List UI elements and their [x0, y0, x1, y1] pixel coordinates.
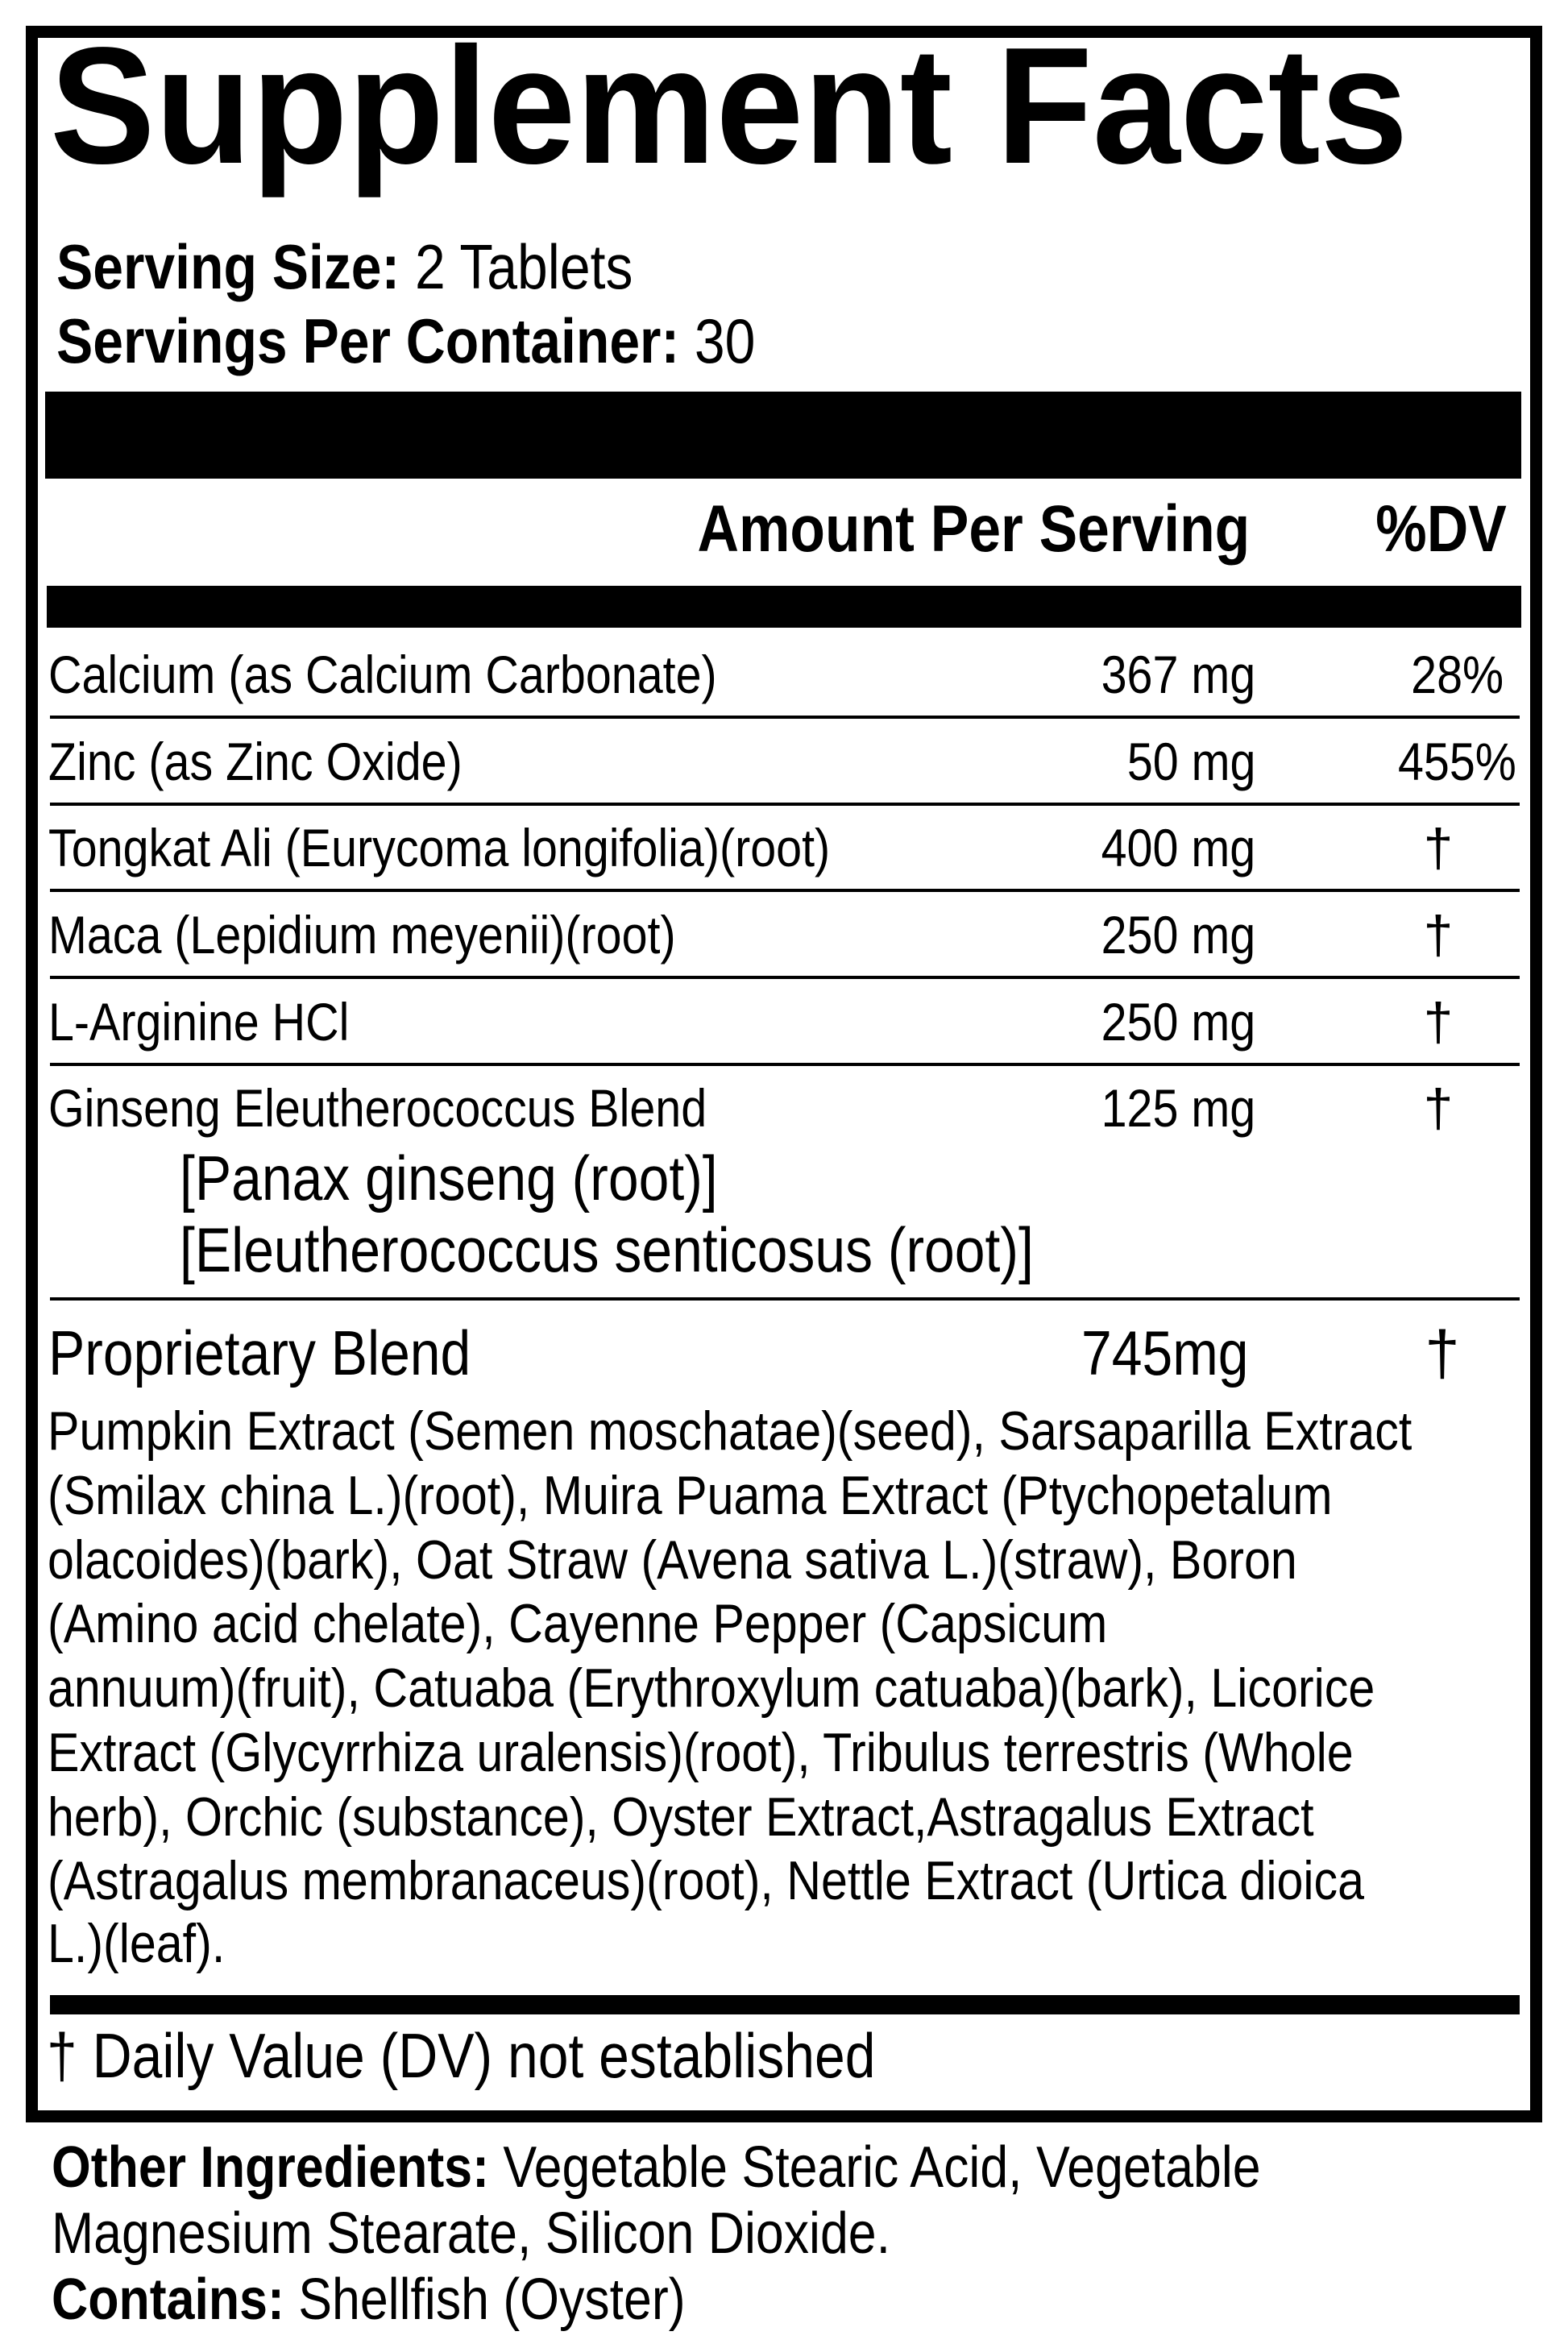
allergen-statement: Contains: Shellfish (Oyster)	[52, 2271, 686, 2329]
row-divider	[50, 716, 1520, 719]
blend-ingredients-line: (Amino acid chelate), Cayenne Pepper (Ca…	[48, 1593, 1108, 1654]
nutrient-amount: 400 mg	[1101, 818, 1255, 877]
blend-ingredients-line: herb), Orchic (substance), Oyster Extrac…	[48, 1786, 1314, 1848]
dv-footnote: † Daily Value (DV) not established	[47, 2020, 876, 2091]
proprietary-blend-name: Proprietary Blend	[48, 1317, 471, 1388]
serving-size: Serving Size: 2 Tablets	[56, 235, 633, 298]
blend-ingredients-line: (Astragalus membranaceus)(root), Nettle …	[48, 1850, 1365, 1911]
dv-header: %DV	[1375, 492, 1507, 566]
header-bar	[45, 392, 1521, 479]
nutrient-name: Tongkat Ali (Eurycoma longifolia)(root)	[48, 818, 831, 877]
blend-ingredients-line: L.)(leaf).	[48, 1913, 226, 1974]
footer-divider	[50, 1995, 1520, 2014]
contains-value: Shellfish (Oyster)	[284, 2267, 686, 2332]
dagger-icon: †	[1423, 992, 1454, 1052]
row-divider	[50, 1063, 1520, 1066]
nutrient-amount: 50 mg	[1126, 732, 1255, 791]
servings-per-container: Servings Per Container: 30	[56, 309, 755, 372]
blend-ingredients-line: olacoides)(bark), Oat Straw (Avena sativ…	[48, 1529, 1297, 1591]
other-ingredients-value: Vegetable Stearic Acid, Vegetable	[488, 2135, 1261, 2200]
nutrient-dv: 28%	[1411, 645, 1504, 704]
nutrient-name: Zinc (as Zinc Oxide)	[48, 732, 463, 791]
blend-ingredients-line: (Smilax china L.)(root), Muira Puama Ext…	[48, 1465, 1333, 1526]
nutrient-amount: 367 mg	[1101, 645, 1255, 704]
blend-ingredients-line: annuum)(fruit), Catuaba (Erythroxylum ca…	[48, 1657, 1375, 1719]
serving-size-label: Serving Size:	[56, 231, 400, 302]
nutrient-name: L-Arginine HCl	[48, 992, 350, 1052]
other-ingredients: Other Ingredients: Vegetable Stearic Aci…	[52, 2139, 1261, 2197]
label-frame	[26, 26, 1542, 2122]
nutrient-amount: 125 mg	[1101, 1078, 1255, 1138]
contains-label: Contains:	[52, 2267, 284, 2332]
blend-ingredients-line: Extract (Glycyrrhiza uralensis)(root), T…	[48, 1722, 1354, 1783]
other-ingredients-label: Other Ingredients:	[52, 2135, 489, 2200]
blend-ingredients-line: Pumpkin Extract (Semen moschatae)(seed),…	[48, 1400, 1412, 1462]
other-ingredients-line: Magnesium Stearate, Silicon Dioxide.	[52, 2201, 891, 2266]
row-divider	[50, 1297, 1520, 1301]
page-title: Supplement Facts	[50, 13, 1408, 198]
row-divider	[50, 889, 1520, 892]
row-divider	[50, 803, 1520, 806]
amount-header: Amount Per Serving	[697, 492, 1250, 566]
nutrient-name: Calcium (as Calcium Carbonate)	[48, 645, 717, 704]
servings-per-container-value: 30	[679, 305, 756, 376]
dagger-icon: †	[1423, 818, 1454, 877]
dagger-icon: †	[1425, 1317, 1460, 1388]
nutrient-name: Maca (Lepidium meyenii)(root)	[48, 905, 676, 965]
dagger-icon: †	[1423, 1078, 1454, 1138]
row-divider	[50, 976, 1520, 979]
thick-divider	[47, 586, 1521, 628]
proprietary-blend-amount: 745mg	[1081, 1317, 1248, 1388]
nutrient-amount: 250 mg	[1101, 905, 1255, 965]
blend-component: [Eleutherococcus senticosus (root)]	[180, 1214, 1034, 1285]
nutrient-amount: 250 mg	[1101, 992, 1255, 1052]
serving-size-value: 2 Tablets	[400, 231, 633, 302]
blend-component: [Panax ginseng (root)]	[180, 1143, 718, 1213]
servings-per-container-label: Servings Per Container:	[56, 305, 680, 376]
nutrient-dv: 455%	[1398, 732, 1516, 791]
nutrient-name: Ginseng Eleutherococcus Blend	[48, 1078, 707, 1138]
dagger-icon: †	[1423, 905, 1454, 965]
